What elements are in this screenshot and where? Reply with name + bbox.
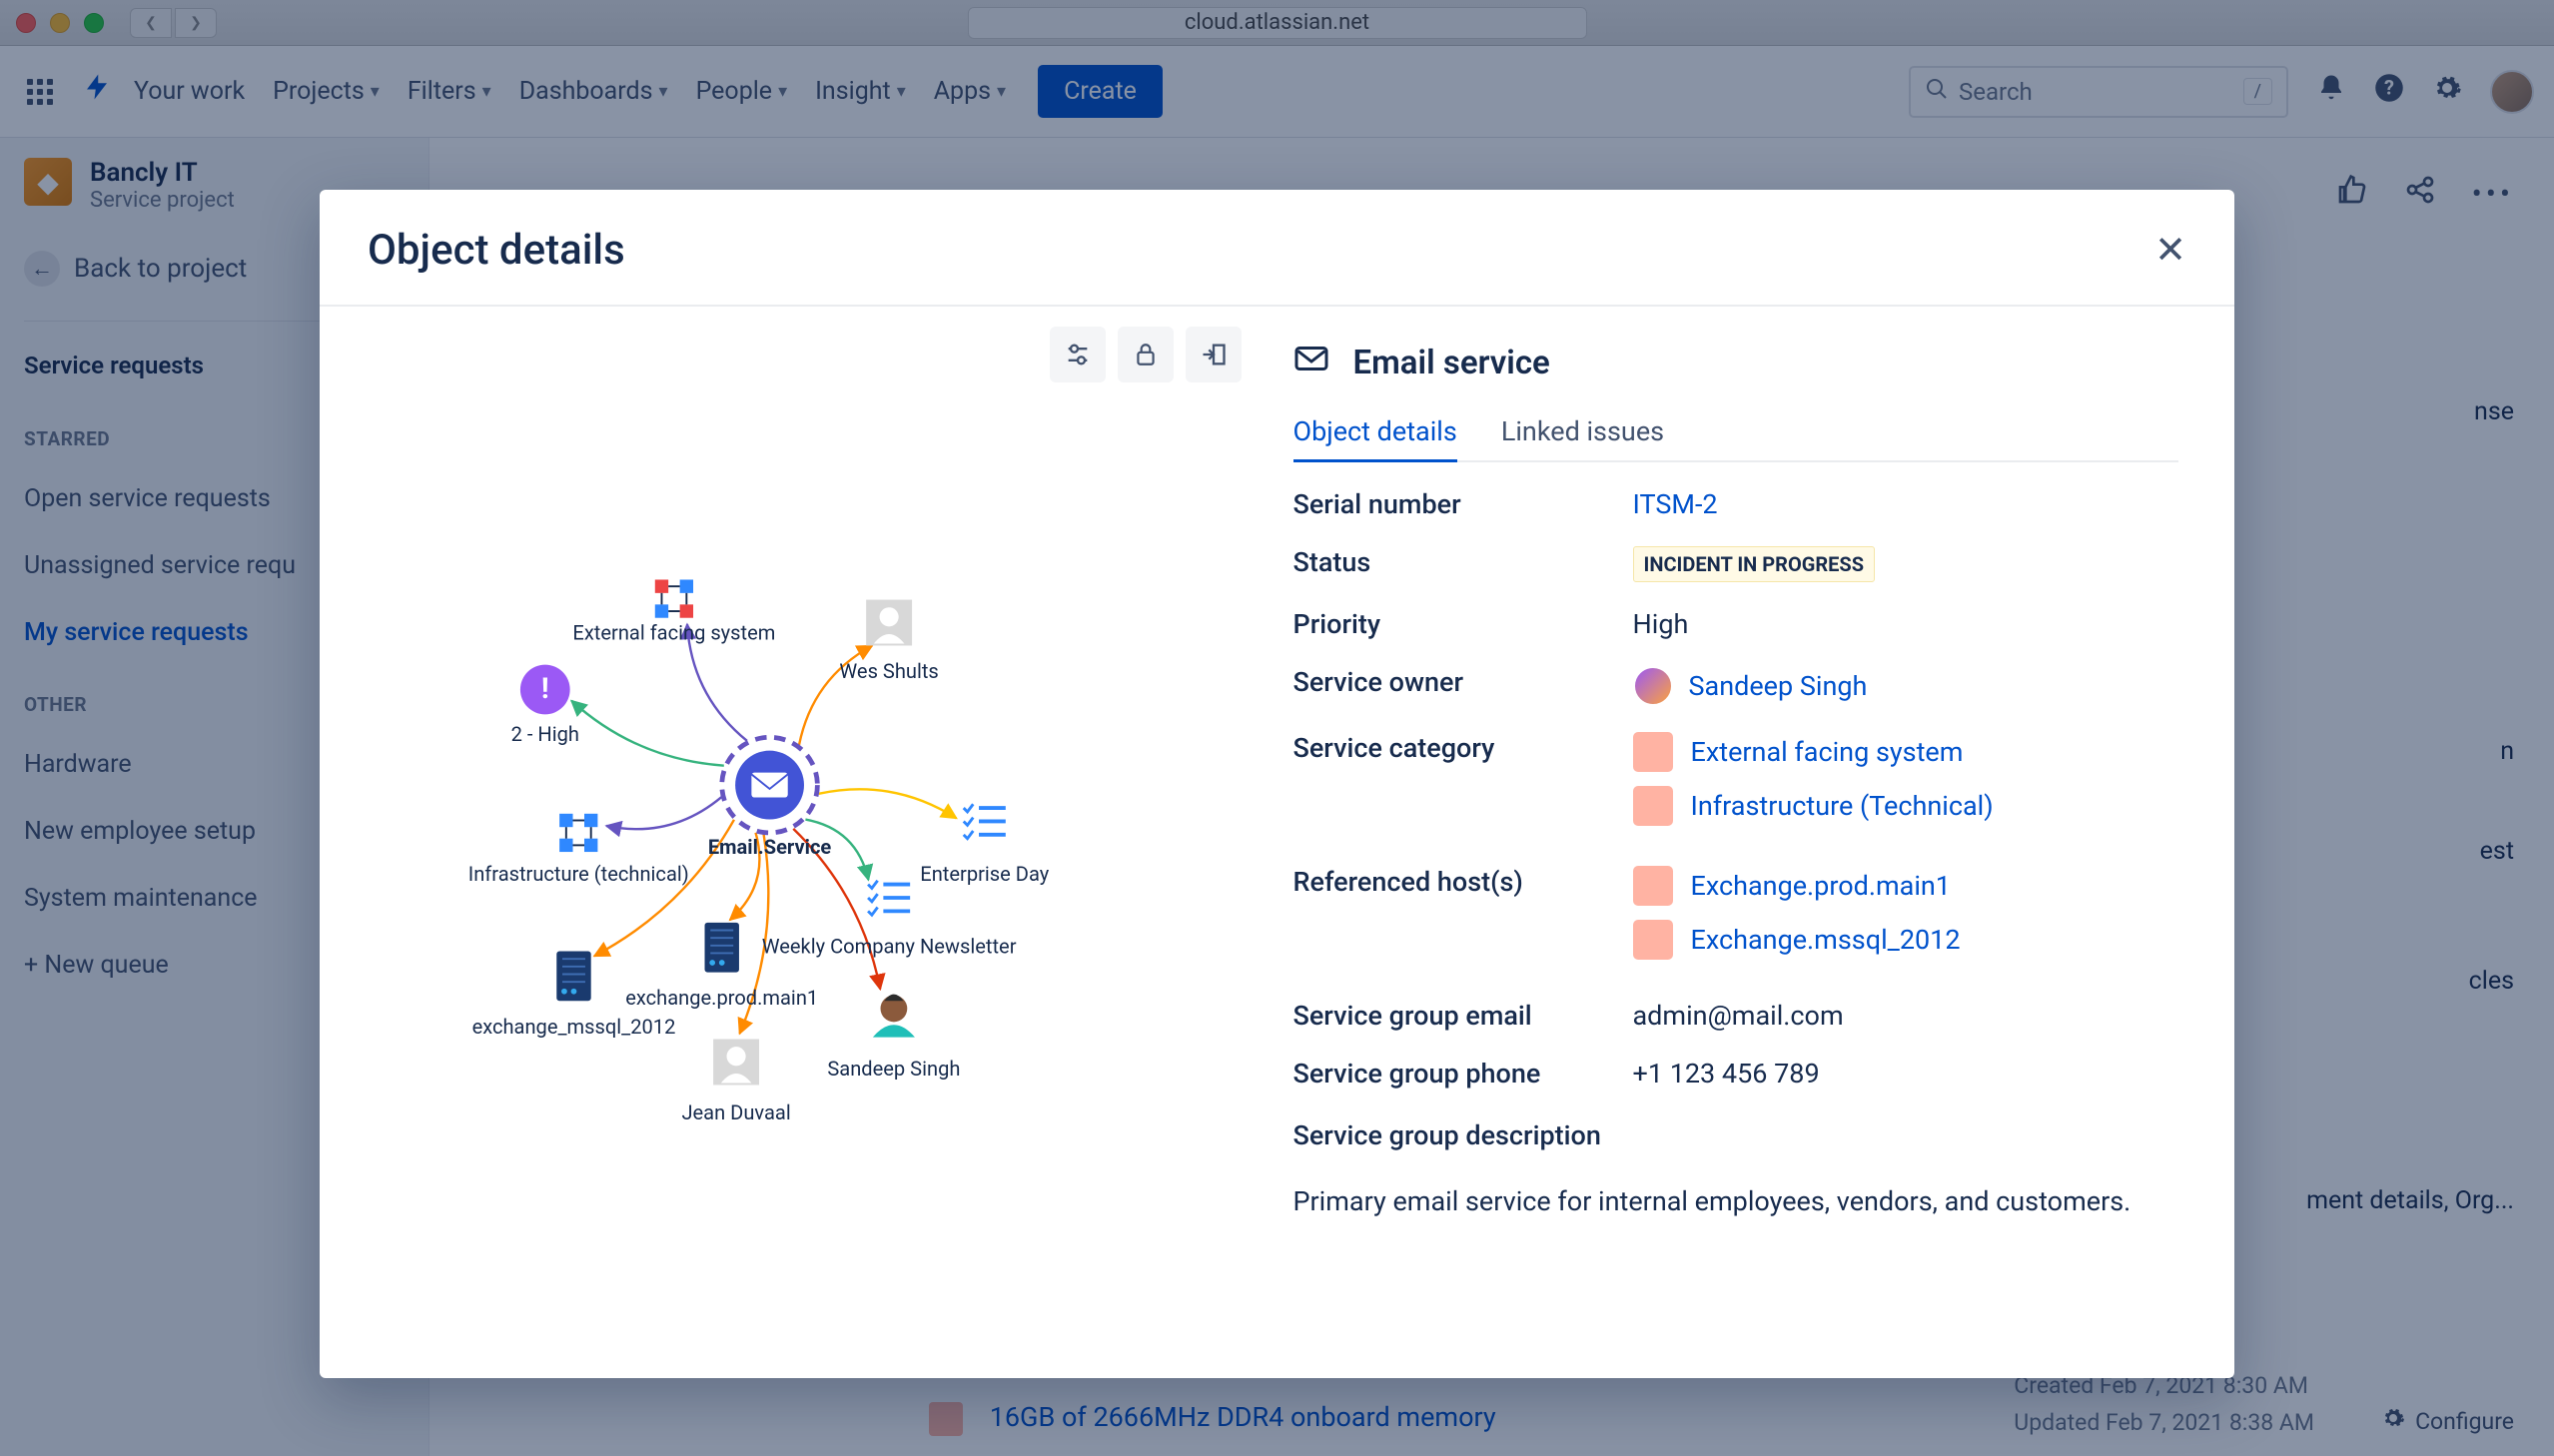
field-label: Service owner — [1293, 666, 1633, 698]
field-label: Serial number — [1293, 488, 1633, 520]
modal-body: Email.Service External facing system! 2 -… — [320, 307, 2234, 1378]
host-chip-icon — [1633, 866, 1673, 906]
owner-link[interactable]: Sandeep Singh — [1689, 670, 1868, 702]
graph-lock-button[interactable] — [1118, 327, 1174, 382]
status-value: INCIDENT IN PROGRESS — [1633, 546, 2179, 582]
host-link[interactable]: Exchange.mssql_2012 — [1691, 924, 1961, 956]
field-service-owner: Service owner Sandeep Singh — [1293, 666, 2179, 706]
svg-text:2 - High: 2 - High — [511, 722, 579, 746]
details-title-row: Email service — [1293, 341, 2179, 385]
category-values: External facing system Infrastructure (T… — [1633, 732, 2179, 840]
field-service-category: Service category External facing system … — [1293, 732, 2179, 840]
svg-text:Infrastructure (technical): Infrastructure (technical) — [468, 862, 689, 886]
field-label: Service category — [1293, 732, 1633, 764]
host-link[interactable]: Exchange.prod.main1 — [1691, 870, 1951, 902]
modal-header: Object details ✕ — [320, 190, 2234, 307]
status-lozenge: INCIDENT IN PROGRESS — [1633, 546, 1876, 582]
category-chip-icon — [1633, 732, 1673, 772]
field-priority: Priority High — [1293, 608, 2179, 640]
priority-value: High — [1633, 608, 2179, 640]
field-group-email: Service group email admin@mail.com — [1293, 1000, 2179, 1032]
svg-text:Sandeep Singh: Sandeep Singh — [827, 1057, 960, 1081]
host-chip-icon — [1633, 920, 1673, 960]
serial-number-link[interactable]: ITSM-2 — [1633, 488, 2179, 520]
svg-text:Weekly Company Newsletter: Weekly Company Newsletter — [762, 934, 1017, 958]
field-status: Status INCIDENT IN PROGRESS — [1293, 546, 2179, 582]
tab-object-details[interactable]: Object details — [1293, 415, 1457, 462]
field-label: Priority — [1293, 608, 1633, 640]
details-panel: Email service Object details Linked issu… — [1277, 307, 2235, 1378]
field-label: Service group phone — [1293, 1058, 1633, 1090]
category-link[interactable]: Infrastructure (Technical) — [1691, 790, 1994, 822]
svg-text:Jean Duvaal: Jean Duvaal — [681, 1100, 790, 1124]
relationship-graph[interactable]: Email.Service External facing system! 2 -… — [340, 327, 1258, 1358]
hosts-values: Exchange.prod.main1 Exchange.mssql_2012 — [1633, 866, 2179, 974]
field-group-phone: Service group phone +1 123 456 789 — [1293, 1058, 2179, 1090]
tab-linked-issues[interactable]: Linked issues — [1501, 415, 1664, 460]
group-phone-value: +1 123 456 789 — [1633, 1058, 2179, 1090]
group-email-value: admin@mail.com — [1633, 1000, 2179, 1032]
mail-icon — [1293, 341, 1329, 385]
graph-panel: Email.Service External facing system! 2 -… — [320, 307, 1277, 1378]
svg-text:exchange_mssql_2012: exchange_mssql_2012 — [472, 1015, 676, 1039]
modal-tabs: Object details Linked issues — [1293, 415, 2179, 462]
field-referenced-hosts: Referenced host(s) Exchange.prod.main1 E… — [1293, 866, 2179, 974]
graph-toolbar — [1050, 327, 1242, 382]
category-link[interactable]: External facing system — [1691, 736, 1964, 768]
svg-text:Enterprise Day: Enterprise Day — [920, 862, 1049, 886]
owner-avatar — [1633, 666, 1673, 706]
category-chip-icon — [1633, 786, 1673, 826]
field-label: Service group email — [1293, 1000, 1633, 1032]
group-desc-value: Primary email service for internal emplo… — [1293, 1181, 2179, 1223]
modal-title: Object details — [368, 226, 625, 275]
group-desc-label: Service group description — [1293, 1119, 2179, 1151]
field-label: Referenced host(s) — [1293, 866, 1633, 898]
svg-text:!: ! — [541, 672, 549, 706]
graph-expand-button[interactable] — [1186, 327, 1242, 382]
close-icon[interactable]: ✕ — [2154, 228, 2186, 273]
object-title: Email service — [1353, 344, 1550, 382]
object-details-modal: Object details ✕ Email.Service — [320, 190, 2234, 1378]
field-label: Status — [1293, 546, 1633, 578]
svg-text:Email.Service: Email.Service — [708, 835, 832, 859]
field-serial-number: Serial number ITSM-2 — [1293, 488, 2179, 520]
owner-value: Sandeep Singh — [1633, 666, 2179, 706]
graph-settings-button[interactable] — [1050, 327, 1106, 382]
svg-text:exchange.prod.main1: exchange.prod.main1 — [625, 986, 818, 1010]
svg-text:External facing system: External facing system — [572, 621, 775, 645]
svg-text:Wes Shults: Wes Shults — [839, 659, 938, 683]
